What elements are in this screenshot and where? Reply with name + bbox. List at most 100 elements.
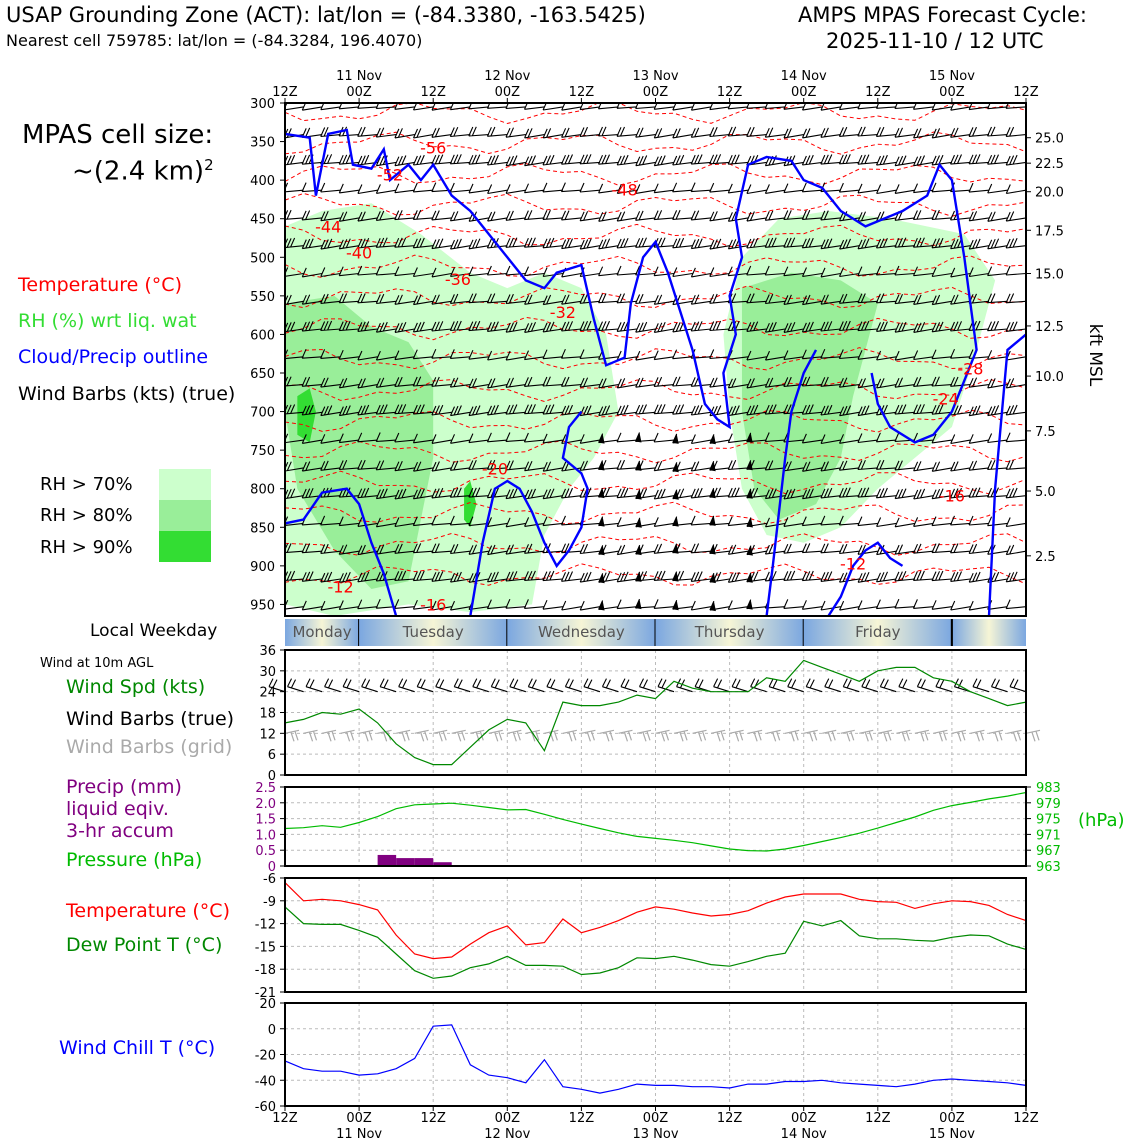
- wind-barb: [968, 267, 990, 278]
- wind-barb: [838, 515, 860, 526]
- wind-barb: [579, 571, 600, 583]
- wind-barb: [487, 350, 508, 361]
- wind-barb: [505, 432, 526, 443]
- wind-barb: [727, 459, 749, 471]
- wind-barb: [597, 103, 619, 110]
- wind-barb: [579, 543, 600, 555]
- wind-barb: [635, 350, 656, 361]
- wind-barb: [542, 376, 563, 387]
- wind-barb-pennant: [598, 600, 605, 611]
- wind-barb-pennant: [635, 489, 642, 500]
- temperature-tick-label: -9: [263, 895, 276, 910]
- wind-barb-true: [787, 678, 804, 693]
- wind-barb: [375, 210, 397, 221]
- wind-barb: [285, 467, 286, 469]
- wind-barb: [987, 433, 1008, 444]
- wind-barb: [468, 433, 489, 444]
- wind-barb: [1005, 599, 1026, 610]
- wind-barb: [838, 543, 860, 555]
- wind-barb-grid: [692, 729, 707, 742]
- wind-barb: [598, 266, 619, 277]
- wind-barb: [894, 350, 915, 361]
- time-tick-label: 00Z: [495, 1111, 521, 1126]
- wind-barb: [783, 599, 804, 609]
- wind-barb: [412, 461, 434, 472]
- wind-barb: [839, 600, 860, 611]
- wind-barb: [301, 600, 323, 611]
- wind-barb-pennant: [709, 461, 716, 472]
- isotherm-label: -36: [445, 270, 471, 289]
- wind-barb: [875, 571, 897, 583]
- wind-barb: [542, 516, 563, 527]
- wind-barb: [301, 294, 323, 305]
- wind-barb: [468, 320, 489, 332]
- wind-barb: [524, 488, 545, 500]
- wind-barb: [616, 487, 638, 499]
- temperature-label: Temperature (°C): [66, 900, 230, 922]
- wind-barb: [968, 600, 990, 611]
- cloud-outline: [765, 349, 818, 616]
- wind-barb-true: [268, 678, 286, 693]
- wind-barb: [412, 599, 434, 610]
- wind-barb: [801, 182, 823, 193]
- wind-barb: [801, 488, 823, 500]
- wind-barb: [764, 404, 786, 415]
- wind-barb: [709, 126, 730, 138]
- wind-barb: [394, 599, 415, 609]
- pressure-tick-label: 950: [250, 598, 275, 613]
- date-tick-label: 13 Nov: [632, 69, 678, 84]
- wind-barb: [672, 103, 693, 111]
- wind-barb: [690, 182, 712, 193]
- wind-barb: [285, 162, 286, 163]
- wind-barb: [894, 404, 915, 415]
- wind-barb: [709, 182, 730, 193]
- wind-barb: [486, 237, 508, 249]
- wind-barb: [579, 600, 600, 611]
- wind-barb-grid: [525, 729, 540, 742]
- cloud-outline: [469, 410, 589, 616]
- wind-barb-grid: [655, 729, 670, 742]
- wind-barb: [394, 237, 415, 248]
- wind-barb: [431, 600, 452, 611]
- wind-barb: [783, 237, 804, 248]
- wind-barb: [320, 293, 341, 304]
- wind-barb: [764, 321, 786, 333]
- wind-barb-true: [768, 678, 786, 693]
- wind-barb: [876, 350, 897, 361]
- wind-barb: [672, 267, 693, 278]
- wind-barb: [412, 543, 434, 554]
- wind-barb-pennant: [709, 544, 716, 555]
- wind-barb-true: [972, 678, 990, 693]
- wind-barb: [524, 460, 545, 472]
- wind-barb: [301, 210, 323, 221]
- wind-barb: [764, 265, 786, 276]
- wind-barb: [468, 349, 489, 360]
- pressure-tick-label: 967: [1036, 844, 1061, 859]
- windchill-label: Wind Chill T (°C): [59, 1037, 216, 1059]
- isotherm-line: [285, 470, 1026, 495]
- wind-barb: [894, 460, 915, 471]
- wind-barb: [690, 127, 712, 138]
- wind-barb: [690, 434, 712, 445]
- wind-barb: [357, 126, 378, 137]
- time-tick-label: 12Z: [1013, 85, 1039, 100]
- wind-barbs-true-label: Wind Barbs (true): [66, 708, 235, 730]
- wind-barb: [412, 404, 434, 415]
- pressure-tick-label: 963: [1036, 860, 1061, 875]
- date-tick-label: 14 Nov: [781, 1127, 827, 1140]
- wind-barb-pennant: [672, 516, 679, 527]
- wind-barb: [505, 571, 526, 582]
- wind-barb: [431, 515, 452, 526]
- wind-barb: [838, 293, 860, 304]
- wind-barb: [1005, 378, 1026, 389]
- wind-barb: [560, 376, 582, 387]
- wind-barb: [579, 460, 600, 471]
- wind-barb: [746, 154, 767, 166]
- pressure-tick-label: 300: [250, 97, 275, 112]
- wind-barb: [727, 320, 749, 332]
- wind-barb: [931, 433, 952, 444]
- wind-barb: [746, 265, 767, 276]
- wind-barb: [394, 350, 415, 361]
- wind-barb: [431, 348, 452, 359]
- wind-barb: [857, 571, 878, 583]
